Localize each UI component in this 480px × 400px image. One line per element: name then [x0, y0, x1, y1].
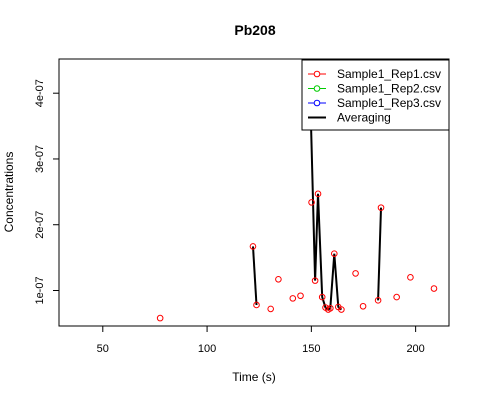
x-tick-label: 50: [97, 343, 109, 355]
y-tick-label: 4e-07: [34, 79, 46, 107]
legend-entry-label: Sample1_Rep3.csv: [337, 96, 441, 110]
legend-marker-icon: [313, 85, 321, 92]
y-axis-label: Concentrations: [2, 152, 16, 233]
x-tick-label: 100: [198, 343, 216, 355]
averaging-line-segment: [377, 207, 382, 301]
data-point: [352, 270, 359, 277]
chart-title: Pb208: [234, 22, 275, 38]
averaging-line-segment: [308, 59, 343, 311]
data-point: [327, 304, 334, 312]
data-point: [311, 277, 319, 284]
data-point: [297, 292, 304, 300]
legend-marker-icon: [313, 70, 321, 78]
averaging-lines: [252, 59, 382, 311]
data-point: [249, 243, 257, 250]
legend-marker-icon: [313, 99, 321, 107]
legend-entry-label: Sample1_Rep2.csv: [337, 82, 441, 96]
data-point: [156, 314, 164, 322]
data-point: [330, 250, 338, 257]
plot-frame: [58, 58, 450, 327]
legend-entry-label: Sample1_Rep1.csv: [337, 67, 441, 81]
data-point: [374, 297, 382, 304]
data-point: [393, 293, 400, 301]
data-point: [308, 199, 315, 206]
y-axis: 1e-07 2e-07 3e-07 4e-07: [34, 79, 59, 305]
x-axis: 50 100 150 200: [97, 326, 425, 355]
data-point: [253, 301, 260, 309]
legend-box: [301, 59, 450, 131]
y-tick-label: 3e-07: [34, 145, 46, 173]
data-point: [314, 190, 322, 198]
y-tick-label: 1e-07: [34, 276, 46, 304]
x-tick-label: 200: [406, 343, 424, 355]
data-point: [359, 302, 367, 310]
legend-entry-label: Averaging: [337, 111, 391, 125]
data-point: [289, 295, 297, 302]
data-point: [407, 274, 414, 281]
y-tick-label: 2e-07: [34, 211, 46, 239]
data-point: [275, 276, 282, 283]
data-point: [338, 306, 345, 313]
data-point: [430, 285, 438, 292]
data-points: [156, 190, 438, 322]
legend: Sample1_Rep1.csvSample1_Rep2.csvSample1_…: [301, 59, 450, 131]
x-tick-label: 150: [302, 343, 320, 355]
averaging-line-segment: [252, 246, 258, 306]
data-point: [318, 293, 326, 301]
data-point: [377, 204, 385, 211]
data-point: [267, 305, 274, 313]
x-axis-label: Time (s): [232, 370, 276, 384]
